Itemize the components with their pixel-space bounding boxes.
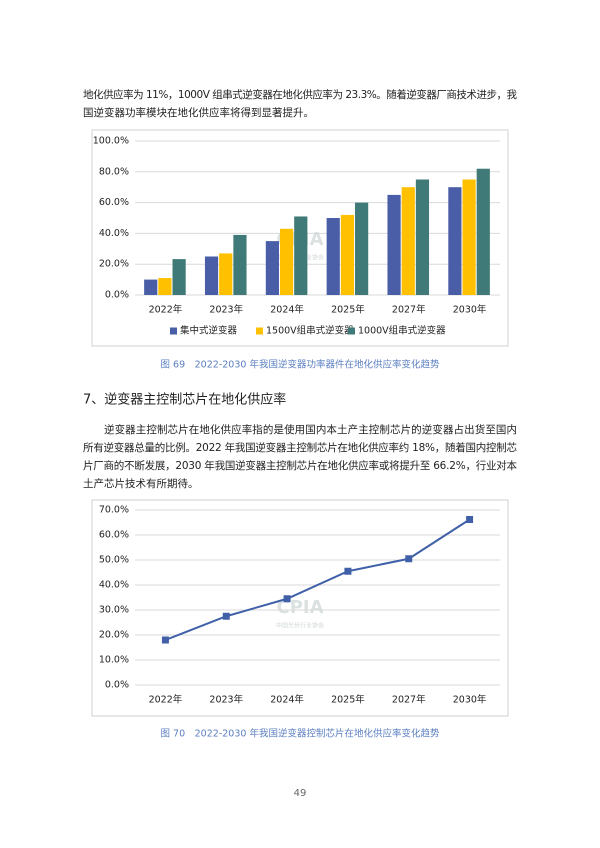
bar [415, 179, 430, 295]
y-tick-label: 40.0% [99, 228, 129, 239]
y-tick-label: 0.0% [105, 290, 129, 301]
marker [283, 595, 291, 603]
watermark-org: 中国光伏行业协会 [276, 622, 324, 630]
chart: 0.0% 10.0% 20.0% 30.0% 40.0% 50.0% 60.0% 70.0% 2… [99, 505, 500, 706]
y-tick-label: 80.0% [99, 166, 129, 177]
chart-frame [91, 129, 509, 347]
paragraph-line: 地化供应率为 11%，1000V 组串式逆变器在地化供应率为 23.3%。随着逆… [83, 88, 518, 101]
line [165, 518, 471, 641]
x-tick-label: 2027年 [392, 304, 426, 316]
x-tick-label: 2025年 [331, 304, 365, 316]
bar [158, 278, 172, 295]
y-tick-label: 0.0% [105, 680, 129, 691]
y-tick-label: 70.0% [99, 505, 129, 516]
paragraph-line: 所有逆变器总量的比例。2022 年我国逆变器主控制芯片在地化供应率约 18%，随… [83, 441, 517, 454]
legend-label: 集中式逆变器 [180, 325, 238, 337]
legend-label: 1500V组串式逆变器 [266, 325, 354, 337]
marker [466, 516, 474, 523]
bar [204, 256, 219, 295]
paragraph-line: 土产芯片技术有所期待。 [83, 477, 199, 490]
paragraph-line: 片厂商的不断发展，2030 年我国逆变器主控制芯片在地化供应率或将提升至 66.… [83, 459, 518, 472]
bar [401, 187, 415, 295]
marker [405, 555, 413, 563]
bar [233, 234, 247, 295]
marker [344, 567, 352, 575]
page-number: 49 [294, 788, 307, 799]
bar [355, 202, 369, 295]
x-tick-label: 2030年 [453, 304, 487, 316]
chart-frame [91, 499, 509, 717]
bar [279, 228, 294, 295]
legend-swatch [256, 327, 263, 335]
y-tick-label: 20.0% [99, 630, 129, 641]
x-tick-label: 2023年 [209, 694, 243, 706]
x-tick-label: 2027年 [392, 694, 426, 706]
bar [172, 259, 186, 295]
legend-swatch [348, 327, 355, 335]
x-tick-label: 2022年 [149, 694, 183, 706]
x-tick-label: 2023年 [209, 304, 243, 316]
paragraph-line: 国逆变器功率模块在地化供应率将得到显著提升。 [83, 106, 314, 119]
y-tick-label: 60.0% [99, 197, 129, 208]
chart: 0.0% 20.0% 40.0% 60.0% 80.0% 100.0% 2022年 2023年… [93, 136, 500, 337]
x-tick-label: 2030年 [453, 694, 487, 706]
section-heading: 7、逆变器主控制芯片在地化供应率 [83, 392, 286, 408]
y-tick-label: 20.0% [99, 259, 129, 270]
bar [326, 218, 340, 295]
y-tick-label: 40.0% [99, 580, 129, 591]
paragraph-line: 逆变器主控制芯片在地化供应率指的是使用国内本土产主控制芯片的逆变器占出货至国内 [104, 423, 517, 436]
marker [222, 612, 230, 620]
bar [387, 194, 401, 295]
bar [462, 179, 476, 295]
legend-label: 1000V组串式逆变器 [358, 325, 446, 337]
y-tick-label: 10.0% [99, 655, 129, 666]
bar [144, 279, 158, 295]
x-tick-label: 2022年 [149, 304, 183, 316]
bar [340, 214, 355, 295]
y-tick-label: 50.0% [99, 555, 129, 566]
bar [219, 253, 233, 295]
bar [294, 216, 308, 295]
caption: 图 69 2022-2030 年我国逆变器功率器件在地化供应率变化趋势 [161, 359, 440, 371]
y-tick-label: 30.0% [99, 605, 129, 616]
x-tick-label: 2025年 [331, 694, 365, 706]
legend-swatch [170, 327, 177, 335]
x-tick-label: 2024年 [270, 694, 304, 706]
marker [161, 636, 169, 644]
bar [265, 241, 279, 295]
bar [476, 168, 490, 295]
y-tick-label: 60.0% [99, 530, 129, 541]
y-tick-label: 100.0% [93, 136, 129, 147]
x-tick-label: 2024年 [270, 304, 304, 316]
bar [448, 187, 462, 295]
caption: 图 70 2022-2030 年我国逆变器控制芯片在地化供应率变化趋势 [161, 728, 440, 740]
